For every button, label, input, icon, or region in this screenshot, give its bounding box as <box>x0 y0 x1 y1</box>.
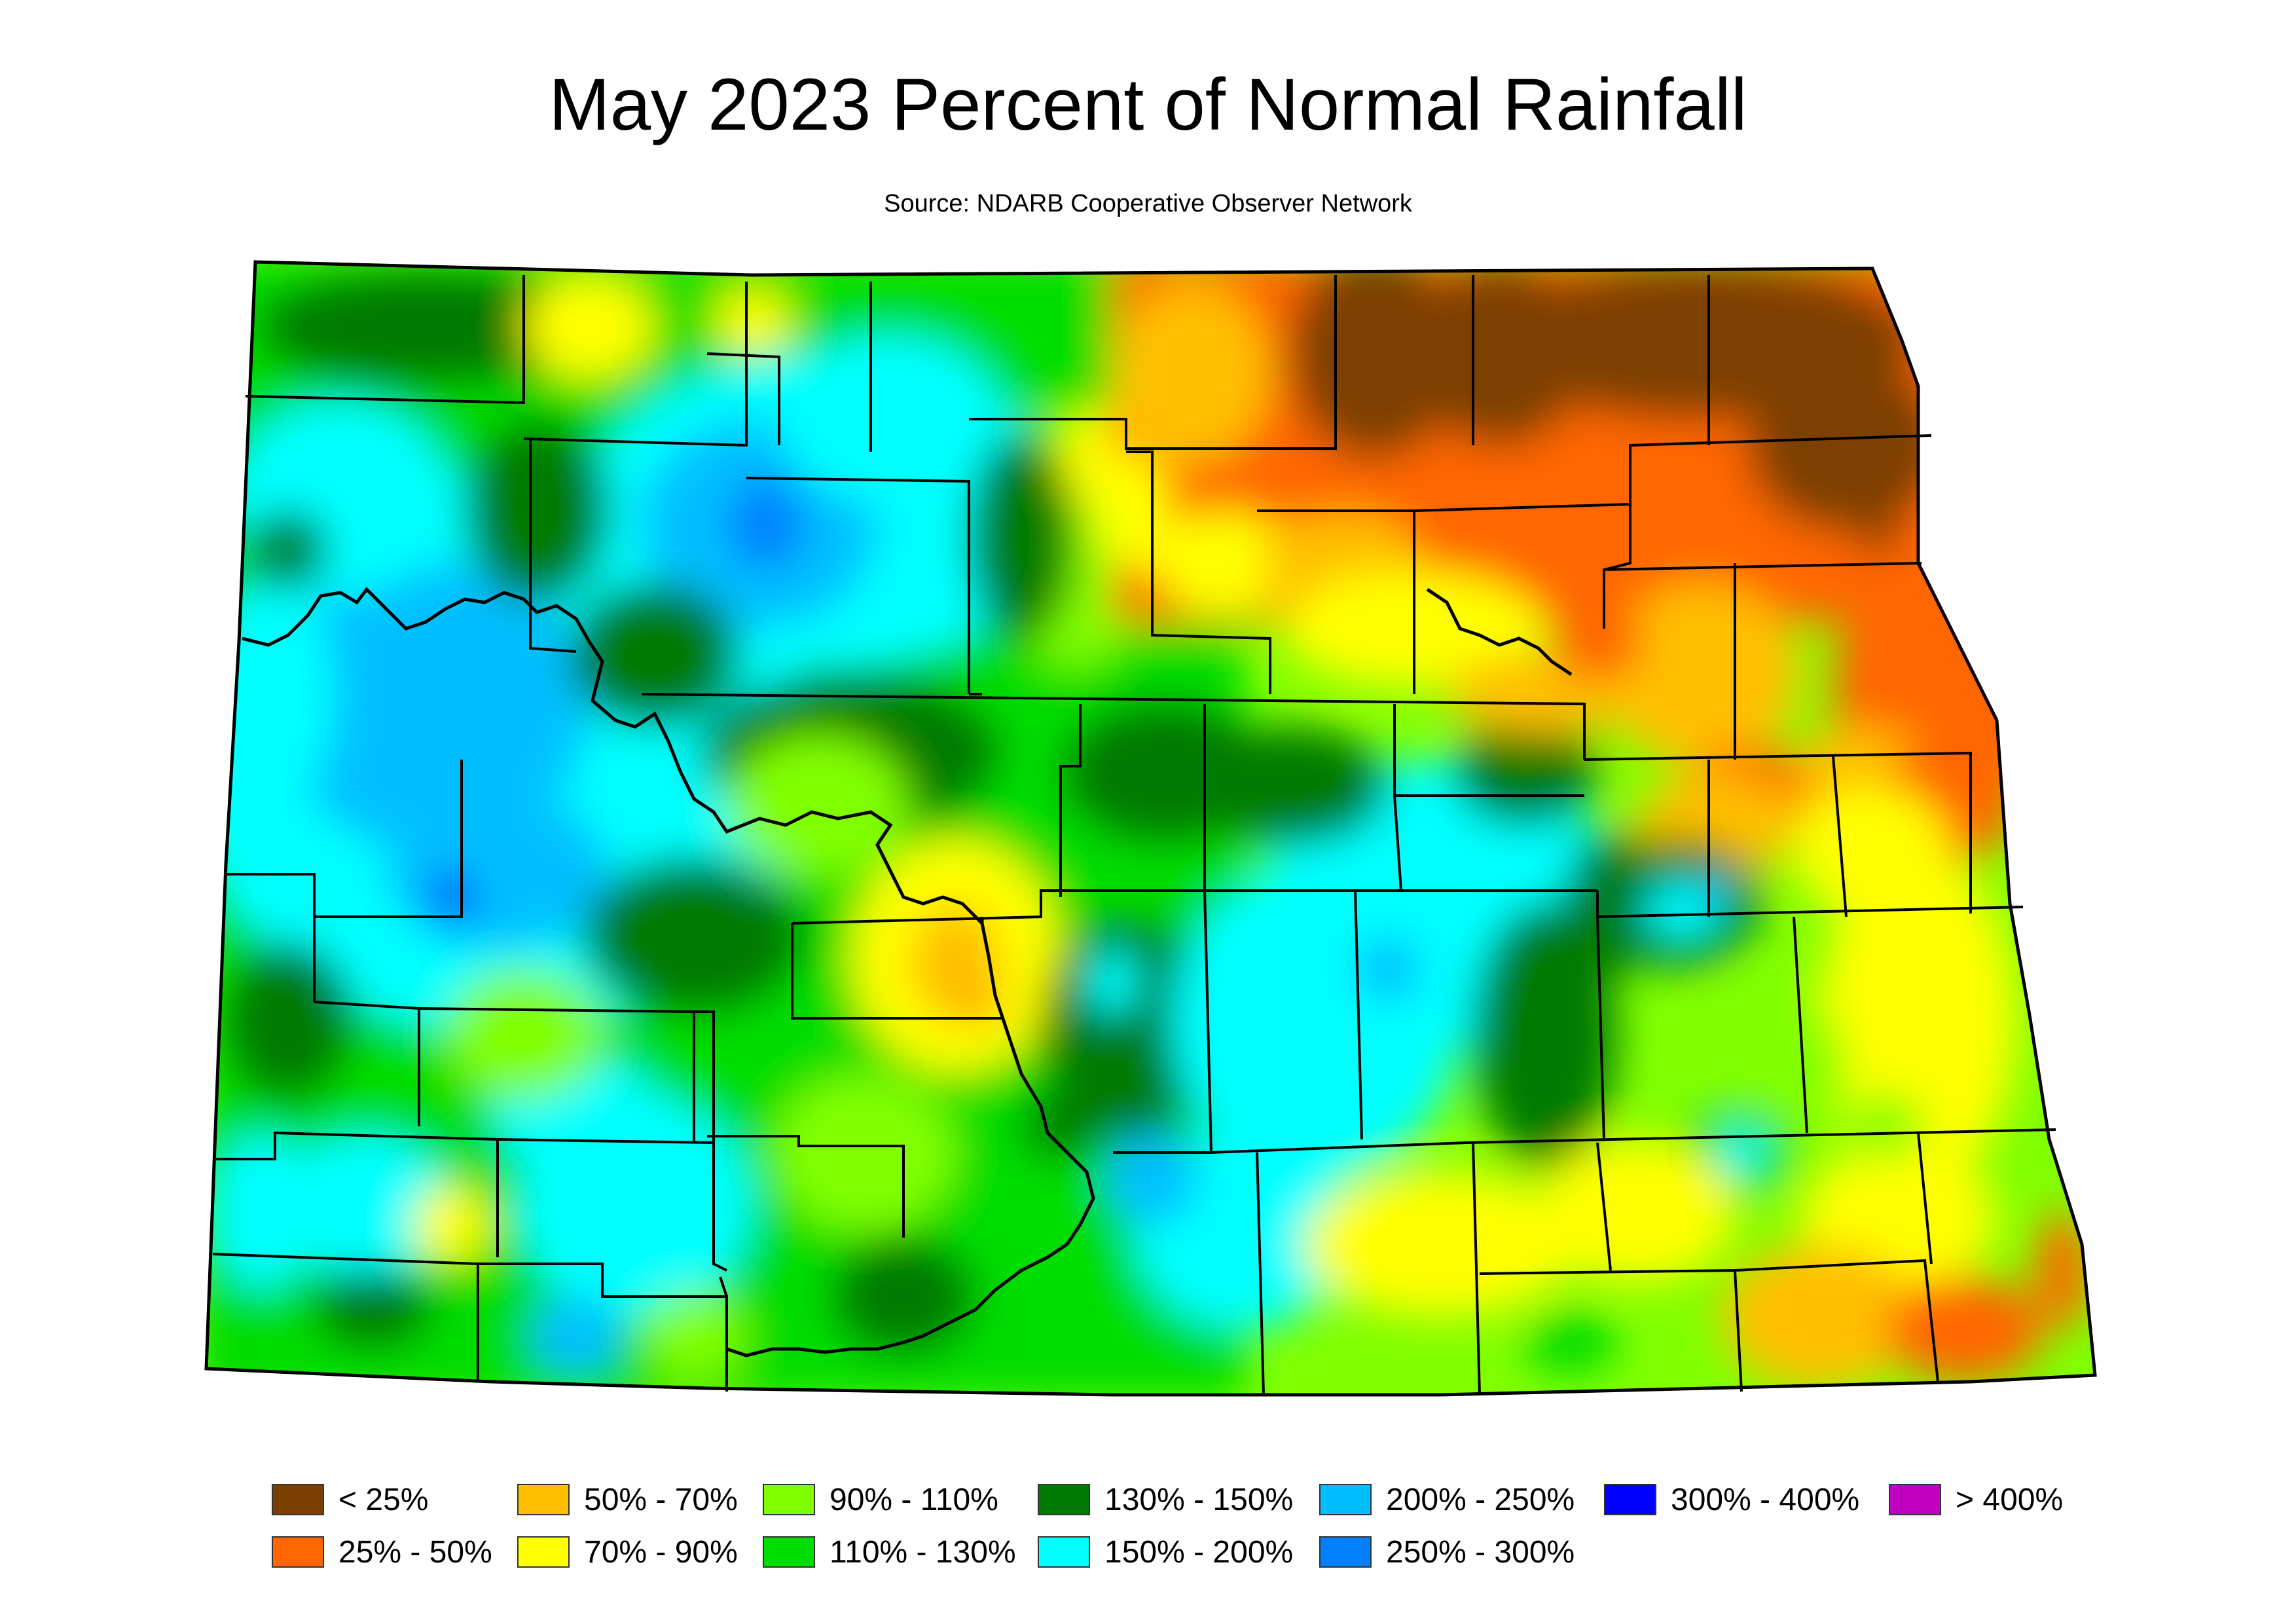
river-boundaries <box>242 587 1573 1357</box>
map-title: May 2023 Percent of Normal Rainfall <box>549 64 1747 145</box>
state-outline <box>204 260 2097 1397</box>
rainfall-field <box>206 262 2095 1395</box>
map-subtitle: Source: NDARB Cooperative Observer Netwo… <box>884 190 1412 217</box>
county-lines <box>212 275 2056 1395</box>
